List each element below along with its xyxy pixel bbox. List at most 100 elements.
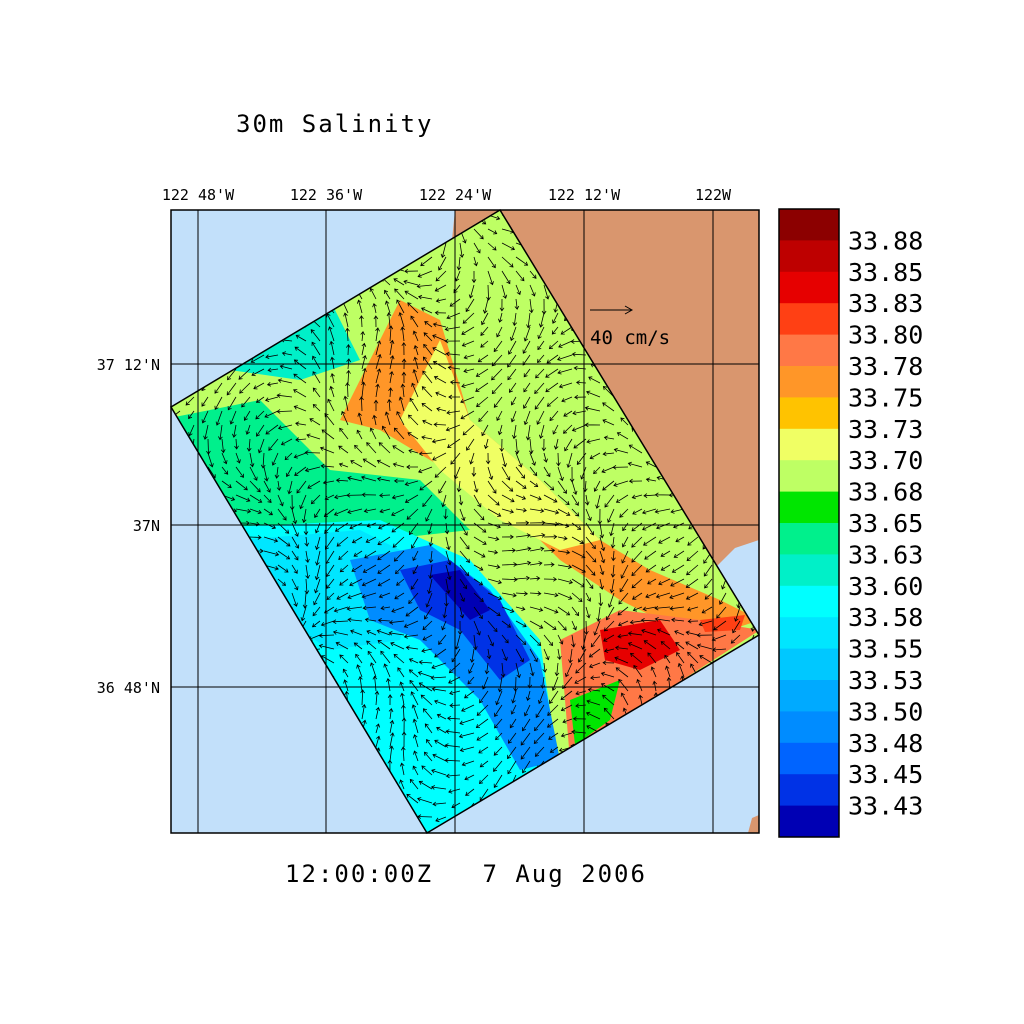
vector bbox=[501, 494, 515, 503]
vector bbox=[515, 620, 527, 628]
vector bbox=[493, 396, 503, 408]
vector bbox=[473, 592, 484, 602]
vector bbox=[473, 480, 479, 493]
vector bbox=[546, 396, 559, 407]
vector bbox=[444, 758, 461, 763]
vector bbox=[675, 536, 685, 543]
vector bbox=[603, 648, 615, 653]
vector bbox=[501, 242, 516, 251]
colorbar-bin bbox=[779, 428, 839, 461]
vector bbox=[515, 648, 524, 663]
colorbar-label: 33.45 bbox=[848, 760, 923, 789]
vector bbox=[445, 536, 451, 551]
vector bbox=[350, 460, 363, 468]
vector bbox=[557, 648, 562, 661]
vector bbox=[557, 494, 570, 506]
vector bbox=[353, 550, 363, 557]
vector bbox=[461, 704, 475, 712]
vector bbox=[393, 278, 405, 286]
colorbar-bin bbox=[779, 240, 839, 273]
vector bbox=[529, 576, 541, 581]
vector bbox=[589, 452, 601, 460]
vector bbox=[265, 396, 279, 402]
vector bbox=[245, 424, 251, 435]
vector bbox=[514, 438, 520, 455]
vector bbox=[593, 480, 601, 492]
colorbar-bin bbox=[779, 303, 839, 336]
vector bbox=[445, 564, 452, 581]
vector bbox=[658, 578, 671, 586]
vector bbox=[571, 592, 583, 602]
vector bbox=[595, 494, 601, 509]
vector bbox=[304, 536, 310, 547]
vector bbox=[620, 417, 629, 426]
vector bbox=[372, 302, 377, 314]
vector bbox=[513, 676, 518, 692]
vector bbox=[647, 578, 657, 585]
vector bbox=[529, 494, 542, 501]
colorbar-frame bbox=[778, 208, 840, 838]
vector bbox=[703, 564, 713, 577]
vector bbox=[669, 606, 685, 611]
vector bbox=[527, 676, 533, 689]
colorbar-label: 33.50 bbox=[848, 697, 923, 726]
vector bbox=[578, 648, 587, 663]
vector bbox=[326, 578, 335, 589]
vector bbox=[335, 641, 349, 650]
vector bbox=[493, 340, 503, 353]
vector bbox=[585, 606, 591, 619]
vector bbox=[462, 312, 475, 324]
vector bbox=[699, 655, 713, 664]
vector bbox=[238, 368, 251, 380]
vector bbox=[529, 648, 538, 663]
vector bbox=[389, 339, 395, 356]
vector bbox=[590, 675, 601, 680]
colorbar-label: 33.48 bbox=[848, 729, 923, 758]
vector bbox=[656, 522, 671, 530]
vector bbox=[394, 564, 405, 575]
vector bbox=[543, 480, 555, 491]
vector bbox=[201, 396, 209, 407]
vector bbox=[509, 718, 517, 729]
vector bbox=[435, 816, 447, 823]
vector bbox=[214, 382, 223, 394]
colorbar-label: 33.73 bbox=[848, 415, 923, 444]
vector bbox=[301, 508, 307, 524]
vector bbox=[249, 452, 255, 468]
vector bbox=[338, 445, 349, 454]
vector bbox=[410, 578, 419, 590]
vector bbox=[226, 382, 237, 396]
vector bbox=[599, 564, 605, 576]
vector bbox=[246, 438, 252, 452]
vector bbox=[716, 606, 727, 619]
vector bbox=[654, 616, 671, 622]
vector bbox=[520, 732, 531, 746]
vector bbox=[313, 592, 321, 606]
vector bbox=[422, 634, 433, 641]
vector bbox=[643, 493, 657, 498]
vector bbox=[458, 494, 464, 506]
vector bbox=[215, 410, 223, 426]
vector bbox=[307, 480, 321, 489]
vector bbox=[378, 442, 391, 454]
title: 30m Salinity bbox=[236, 110, 433, 138]
vector bbox=[394, 592, 405, 600]
vector bbox=[461, 326, 475, 335]
vector bbox=[543, 548, 556, 553]
vector bbox=[497, 676, 503, 693]
vector bbox=[263, 522, 277, 530]
vector bbox=[645, 477, 657, 482]
vector bbox=[416, 283, 433, 289]
vector bbox=[418, 659, 433, 665]
vector bbox=[652, 680, 657, 692]
vector bbox=[235, 480, 248, 491]
vector bbox=[478, 410, 489, 423]
vector bbox=[339, 654, 349, 664]
vector bbox=[314, 564, 321, 581]
vector bbox=[374, 690, 380, 706]
vector bbox=[664, 654, 671, 664]
vector bbox=[388, 325, 394, 342]
vector bbox=[291, 536, 300, 549]
vector bbox=[335, 478, 349, 483]
vector bbox=[249, 480, 261, 493]
